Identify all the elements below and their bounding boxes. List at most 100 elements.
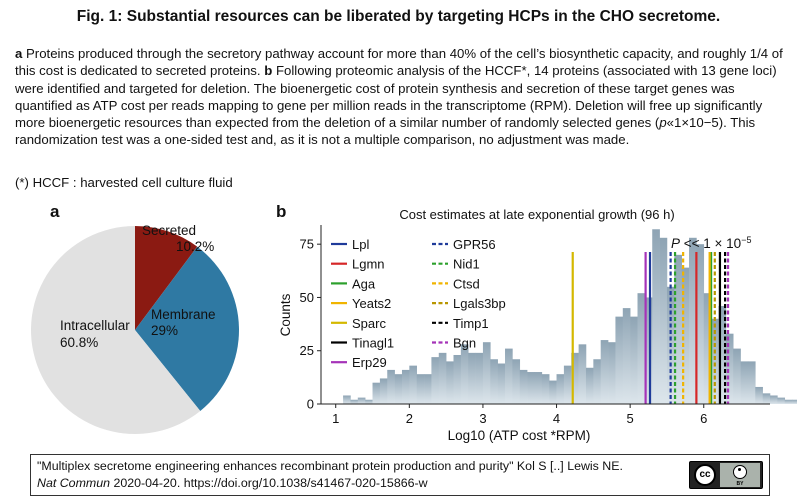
histogram-bar [453, 354, 462, 404]
x-tick-label: 1 [332, 411, 339, 426]
legend-label-yeats2: Yeats2 [352, 296, 391, 311]
cc-icon: cc [694, 464, 716, 486]
histogram-bar [460, 344, 469, 404]
pie-labels: Secreted 10.2% Membrane 29% Intracellula… [60, 223, 216, 350]
citation-journal: Nat Commun [37, 476, 110, 490]
histogram-bar [365, 399, 373, 404]
legend-label-sparc: Sparc [352, 316, 386, 331]
histogram-bar [534, 372, 543, 404]
histogram-bar [689, 237, 697, 404]
histogram-bar [681, 267, 690, 404]
histogram-bar [644, 297, 653, 404]
histogram-bar [747, 361, 756, 404]
y-tick-label: 25 [300, 343, 314, 358]
histogram-bar [379, 378, 388, 404]
pie-slice-secreted [135, 226, 198, 330]
histogram-bar [608, 342, 616, 404]
histogram-bar [622, 308, 631, 404]
x-ticks: 1 2 3 4 5 6 [332, 404, 707, 426]
pie-slice-membrane [135, 246, 239, 411]
histogram-bar [711, 318, 719, 404]
gene-lines [571, 252, 730, 404]
histogram-bar [387, 369, 395, 404]
cc-by-icon: cc BY [689, 461, 763, 489]
legend-label-aga: Aga [352, 276, 376, 291]
histogram-bars [343, 229, 797, 404]
histogram-bar [600, 340, 609, 404]
legend-label-erp29: Erp29 [352, 355, 387, 370]
pie-value-secreted: 10.2% [176, 239, 214, 254]
pie-label-secreted: Secreted [142, 223, 196, 238]
histogram-bar [394, 374, 403, 404]
histogram-bar [630, 316, 638, 404]
y-tick-label: 0 [307, 397, 314, 412]
histogram-bar [637, 293, 646, 404]
histogram-bar [350, 399, 359, 404]
pie-value-intracellular: 60.8% [60, 335, 98, 350]
histogram-bar [446, 361, 454, 404]
histogram-bar [372, 382, 381, 404]
histogram-bar [424, 374, 432, 404]
panel-label-a: a [50, 202, 60, 221]
citation-text: "Multiplex secretome engineering enhance… [37, 458, 677, 492]
x-tick-label: 3 [479, 411, 486, 426]
citation-doi: 2020-04-20. https://doi.org/10.1038/s414… [110, 476, 428, 490]
histogram-bar [416, 374, 425, 404]
histogram-bar [674, 254, 682, 404]
histogram-bar [652, 229, 660, 404]
figure-caption: a Proteins produced through the secretor… [15, 45, 785, 149]
histogram-bar [740, 361, 749, 404]
histogram-bar [725, 333, 734, 404]
pie-slice-intracellular [31, 226, 201, 434]
histogram-bar [519, 369, 528, 404]
histogram-bar [733, 348, 741, 404]
legend-label-lpl: Lpl [352, 237, 369, 252]
histogram-bar [784, 399, 793, 404]
histogram-bar [409, 365, 417, 404]
histogram-bar [490, 359, 498, 404]
histogram-bar [755, 386, 763, 404]
caption-label-a: a [15, 46, 23, 61]
citation-box: "Multiplex secretome engineering enhance… [30, 454, 770, 496]
y-tick-label: 75 [300, 237, 314, 252]
histogram-bar [777, 397, 786, 404]
histogram-bar [438, 352, 447, 404]
figure-charts: a Secreted 10.2% Membrane 29% Intracellu… [31, 202, 797, 443]
y-ticks: 0 25 50 75 [300, 237, 321, 412]
legend-label-nid1: Nid1 [453, 257, 480, 272]
histogram-bar [343, 395, 351, 404]
histogram-bar [401, 369, 410, 404]
legend-label-gpr56: GPR56 [453, 237, 496, 252]
histogram-bar [512, 359, 521, 404]
caption-label-b: b [264, 63, 273, 79]
p-value-exponent: −5 [741, 235, 751, 245]
histogram-bar [770, 395, 778, 404]
histogram-bar [762, 393, 771, 404]
panel-label-b: b [276, 202, 286, 221]
histogram-bar [792, 399, 797, 404]
pie-chart [31, 226, 239, 434]
histogram-bar [703, 293, 712, 404]
figure-title: Fig. 1: Substantial resources can be lib… [76, 8, 721, 25]
p-value-symbol: P [671, 236, 680, 251]
histogram-bar [468, 352, 476, 404]
by-label: BY [736, 481, 744, 487]
x-tick-label: 4 [553, 411, 560, 426]
x-tick-label: 6 [700, 411, 707, 426]
pie-label-membrane: Membrane [151, 307, 216, 322]
caption-text-b1: Following proteomic analysis of the HCCF… [15, 63, 777, 131]
histogram-bar [497, 363, 506, 404]
by-icon: BY [720, 463, 760, 487]
histogram-bar [482, 342, 491, 404]
histogram-title: Cost estimates at late exponential growt… [399, 207, 674, 222]
histogram-bar [475, 352, 484, 404]
citation-title: "Multiplex secretome engineering enhance… [37, 459, 623, 473]
histogram-bar [659, 237, 668, 404]
legend-label-timp1: Timp1 [453, 316, 489, 331]
histogram-bar [541, 374, 550, 404]
histogram-bar [431, 357, 440, 404]
x-tick-label: 2 [406, 411, 413, 426]
gene-legend: Lpl Lgmn Aga Yeats2 Sparc Tinagl1 Erp29 GPR56 Ni… [331, 237, 506, 370]
histogram-bar [563, 365, 572, 404]
legend-label-tinagl1: Tinagl1 [352, 336, 394, 351]
